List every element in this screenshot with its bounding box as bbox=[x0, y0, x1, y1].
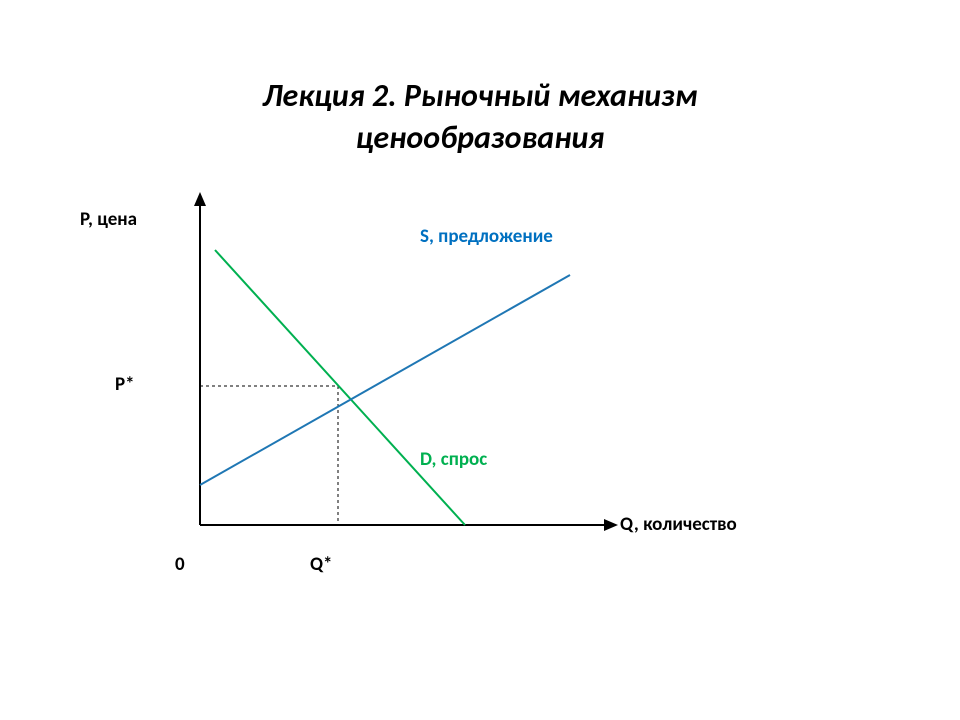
y-axis-arrow bbox=[194, 192, 206, 206]
chart-title: Лекция 2. Рыночный механизм ценообразова… bbox=[0, 75, 960, 158]
demand-curve bbox=[215, 250, 465, 525]
origin-label: 0 bbox=[175, 553, 185, 576]
y-axis-label: P, цена bbox=[80, 208, 137, 231]
supply-demand-chart: P, цена Q, количество 0 P* Q* S, предлож… bbox=[60, 190, 840, 600]
p-star-label: P* bbox=[115, 373, 135, 396]
title-line-2: ценообразования bbox=[356, 118, 605, 157]
q-star-label: Q* bbox=[310, 553, 333, 576]
x-axis-label: Q, количество bbox=[620, 513, 737, 536]
x-axis-arrow bbox=[604, 519, 618, 531]
demand-label: D, спрос bbox=[420, 448, 487, 471]
title-line-1: Лекция 2. Рыночный механизм bbox=[262, 76, 697, 115]
supply-label: S, предложение bbox=[420, 225, 553, 248]
supply-curve bbox=[200, 275, 570, 485]
